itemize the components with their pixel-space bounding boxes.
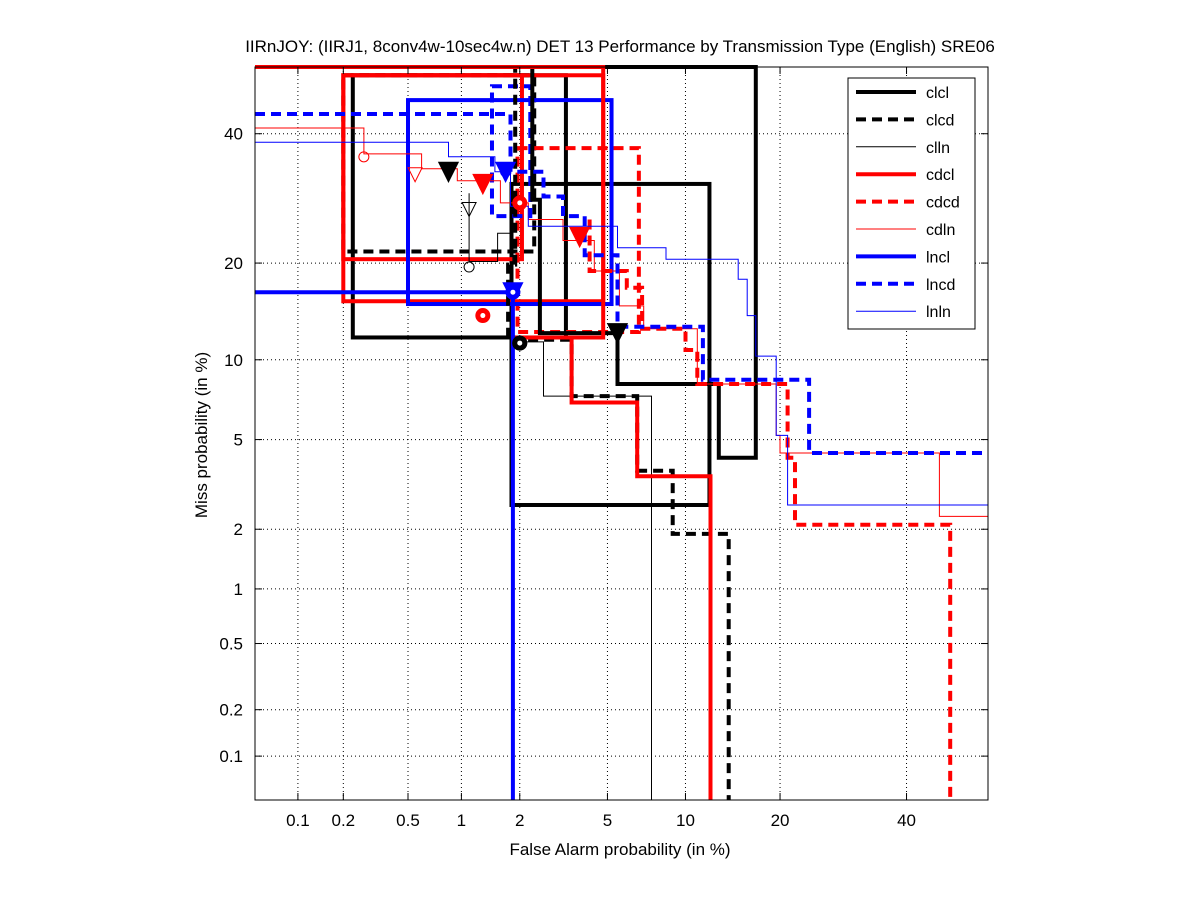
min-dcf-marker-clln [461, 201, 477, 218]
actual-dcf-marker-lncd [500, 166, 512, 178]
x-tick-label: 0.2 [331, 811, 355, 830]
legend-label-cdln: cdln [926, 222, 955, 239]
x-tick-label: 0.1 [286, 811, 310, 830]
legend: clcl clcd clln cdcl cdcd cdln lncl lncd lnln [847, 77, 976, 330]
legend-label-lncd: lncd [926, 277, 955, 294]
x-tick-label: 2 [515, 811, 524, 830]
det-curve-lnln [255, 141, 988, 506]
legend-label-clcl: clcl [926, 85, 949, 102]
x-tick-label: 1 [457, 811, 466, 830]
x-tick-label: 5 [603, 811, 612, 830]
confidence-box-lncd [489, 84, 533, 219]
legend-label-lncl: lncl [926, 249, 950, 266]
y-tick-label: 0.2 [219, 701, 243, 720]
actual-dcf-marker-center-cdcd [517, 200, 523, 206]
actual-dcf-marker-center-lncl [510, 289, 516, 295]
y-axis-label: Miss probability (in %) [192, 352, 211, 518]
legend-label-cdcd: cdcd [926, 195, 960, 212]
operating-point-markers [358, 151, 629, 351]
min-dcf-marker-clcl [606, 323, 629, 345]
x-tick-label: 10 [676, 811, 695, 830]
min-dcf-marker-cdcl [472, 173, 494, 196]
y-tick-label: 20 [224, 254, 243, 273]
y-tick-label: 1 [234, 580, 243, 599]
y-tick-label: 0.5 [219, 635, 243, 654]
actual-dcf-marker-clln [463, 261, 475, 273]
actual-dcf-marker-center-cdcl [480, 313, 486, 319]
min-dcf-marker-cdcd [569, 226, 591, 249]
legend-label-cdcl: cdcl [926, 167, 954, 184]
det-curve-cdcd [587, 219, 953, 800]
det-curve-cdcl [255, 65, 713, 800]
y-axis-ticks: 0.1 0.2 0.5 1 2 5 10 20 40 [219, 125, 988, 766]
confidence-box-cdcd [515, 146, 641, 335]
plot-area-border [254, 66, 989, 801]
x-tick-label: 0.5 [396, 811, 420, 830]
x-axis-ticks: 0.1 0.2 0.5 1 2 5 10 20 40 [286, 67, 916, 830]
x-tick-label: 20 [771, 811, 790, 830]
chart-title: IIRnJOY: (IIRJ1, 8conv4w-10sec4w.n) DET … [245, 37, 995, 56]
y-tick-label: 0.1 [219, 747, 243, 766]
x-axis-label: False Alarm probability (in %) [509, 840, 730, 859]
actual-dcf-marker-cdln [358, 151, 370, 163]
y-tick-label: 5 [234, 431, 243, 450]
min-dcf-marker-clcd [437, 161, 460, 183]
y-tick-label: 2 [234, 520, 243, 539]
det-curve-clcl [255, 65, 758, 460]
legend-label-clcd: clcd [926, 112, 954, 129]
legend-label-lnln: lnln [926, 304, 951, 321]
actual-dcf-marker-center-clcd [517, 340, 523, 346]
legend-label-clln: clln [926, 140, 950, 157]
y-tick-label: 10 [224, 351, 243, 370]
min-dcf-marker-cdln [407, 167, 423, 183]
x-tick-label: 40 [897, 811, 916, 830]
y-tick-label: 40 [224, 125, 243, 144]
